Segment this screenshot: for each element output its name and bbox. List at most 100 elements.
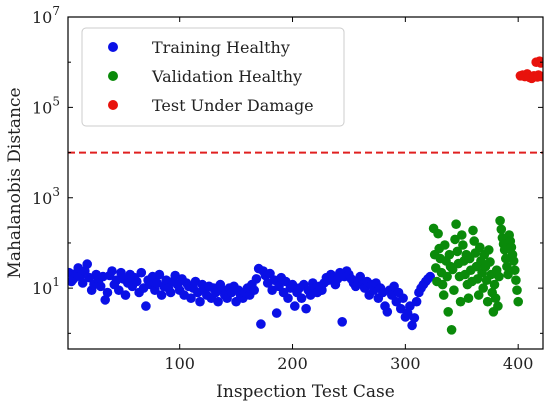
data-point [468,225,478,236]
data-point [411,296,422,307]
y-axis-label: Mahalanobis Distance [5,87,25,278]
series-3 [515,56,543,84]
x-axis-label: Inspection Test Case [216,382,395,402]
data-point [475,242,485,253]
data-point [437,279,448,290]
data-point [502,261,512,272]
data-point [100,295,110,305]
data-point [425,271,436,282]
plot-area [68,56,543,335]
data-point [489,279,500,290]
data-point [283,293,293,304]
data-point [506,242,517,253]
legend-label: Validation Healthy [151,67,302,86]
data-point [186,293,196,304]
data-point [494,271,504,282]
data-point [473,290,484,300]
legend-marker [108,42,118,52]
data-point [165,287,176,298]
y-tick-label: 101 [32,275,60,298]
data-point [271,308,282,318]
x-tick-label: 100 [164,354,195,373]
x-tick-label: 200 [277,354,308,373]
legend-box [81,27,345,127]
data-point [154,269,165,280]
data-point [251,274,262,284]
data-point [256,319,266,329]
data-point [114,285,124,296]
data-point [482,296,493,307]
data-point [290,301,300,311]
data-point [511,275,521,286]
data-point [301,303,311,314]
data-point [136,267,147,278]
data-point [450,234,460,245]
data-point [463,293,474,304]
data-point [77,278,88,288]
data-point [484,245,494,255]
data-point [485,257,495,267]
legend-label: Test Under Damage [152,96,314,115]
data-point [95,281,106,292]
data-point [443,307,454,317]
data-point [442,271,452,282]
y-tick-label: 105 [32,94,60,117]
x-tick-label: 300 [390,354,421,373]
data-point [398,293,408,304]
data-point [455,296,466,307]
data-point [537,71,543,82]
data-point [433,228,443,239]
data-point [107,266,117,276]
data-point [249,285,259,296]
plot-frame [67,16,544,350]
series-2 [428,215,523,335]
data-point [446,325,457,335]
data-point [337,317,348,327]
legend-marker [108,71,118,81]
data-point [407,320,417,331]
data-point [535,58,543,68]
data-point [409,313,420,323]
data-point [449,285,459,296]
data-point [141,301,151,311]
data-point [317,285,327,296]
data-point [457,230,467,240]
data-point [451,219,461,229]
data-point [132,276,142,287]
data-point [496,224,507,235]
data-point [213,296,223,307]
data-point [102,287,113,298]
data-point [495,215,505,226]
data-point [452,246,463,257]
x-ticks: 100 200 300 400 [164,17,533,373]
legend-marker [108,100,118,110]
data-point [510,265,520,276]
data-point [444,249,455,260]
data-point [438,290,449,300]
data-point [458,240,468,250]
data-point [512,285,522,296]
data-point [493,301,503,311]
legend-entries: Training Healthy Validation Healthy Test U… [108,38,314,115]
data-point [469,236,480,246]
data-point [150,285,160,296]
points-layer [68,56,543,335]
series-1 [68,259,436,331]
data-point [156,290,167,300]
legend-label: Training Healthy [152,38,290,57]
x-tick-label: 400 [503,354,534,373]
y-tick-label: 103 [32,185,60,208]
y-tick-label: 107 [32,4,60,27]
data-point [296,293,307,304]
data-point [355,271,366,282]
data-point [490,293,501,304]
data-point [478,283,489,293]
legend: Training Healthy Validation Healthy Test U… [81,27,345,127]
data-point [508,256,519,266]
data-point [120,290,131,300]
data-point [440,240,450,250]
y-ticks: 101 103 105 107 [32,4,543,334]
data-point [82,259,92,269]
data-point [513,296,523,307]
